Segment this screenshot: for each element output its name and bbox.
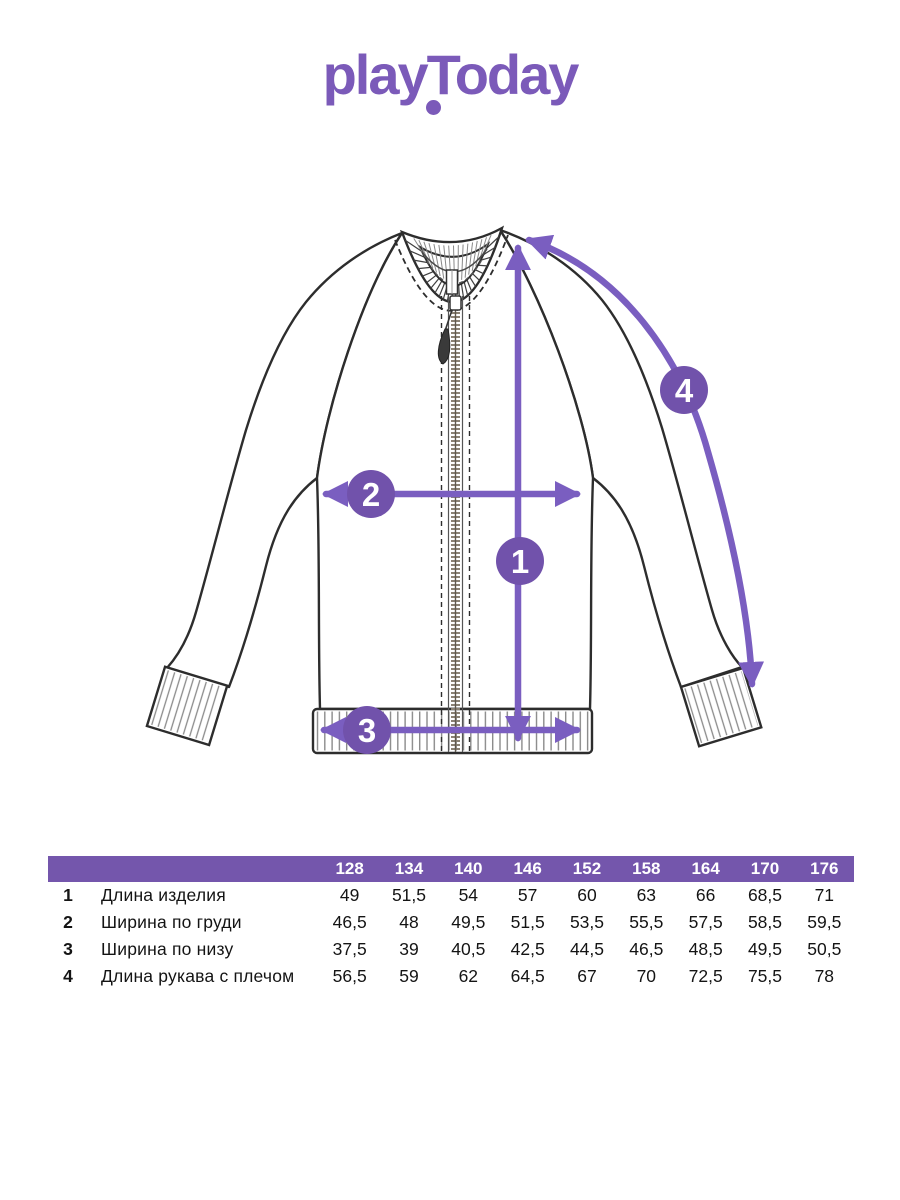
cell-value: 72,5 [688,966,723,986]
jacket-zipper [437,295,471,752]
cell-value: 68,5 [747,885,783,905]
cell-value: 58,5 [747,912,783,932]
size-column-header: 164 [691,859,720,878]
table-row: 1 Длина изделия 49 51,5 54 57 60 63 66 6… [48,882,854,909]
brand-logo-text: playToday [322,43,580,106]
cell-value: 63 [636,885,657,905]
cell-value: 71 [814,885,835,905]
cell-value: 48 [399,912,419,932]
cell-value: 53,5 [569,912,605,932]
cell-value: 59,5 [807,912,842,932]
row-number: 1 [63,885,73,905]
size-column-header: 152 [572,859,602,878]
cell-value: 62 [458,966,479,986]
cell-value: 59 [399,966,419,986]
brand-logo-dot-icon [426,99,441,115]
size-column-header: 140 [454,859,483,878]
cell-value: 51,5 [391,885,427,905]
cell-value: 70 [636,966,657,986]
cell-value: 55,5 [629,912,664,932]
size-column-header: 158 [632,859,661,878]
cell-value: 50,5 [807,939,842,959]
cell-value: 44,5 [569,939,605,959]
cell-value: 57 [517,885,538,905]
cell-value: 66 [695,885,716,905]
cell-value: 39 [399,939,419,959]
row-number: 2 [63,912,73,932]
cell-value: 78 [814,966,835,986]
marker-3-label: 3 [358,712,376,749]
marker-2-label: 2 [362,476,380,513]
cell-value: 49,5 [451,912,486,932]
cell-value: 49 [339,885,360,905]
marker-1-circle [496,537,544,585]
marker-3-circle [343,706,391,754]
logo-bar: playToday [0,43,900,115]
cell-value: 42,5 [510,939,545,959]
table-row: 4 Длина рукава с плечом 56,5 59 62 64,5 … [48,963,854,990]
cell-value: 57,5 [688,912,723,932]
size-column-header: 170 [750,859,780,878]
measurement-markers: 1 2 3 4 [343,366,708,754]
cell-value: 64,5 [510,966,545,986]
cell-value: 37,5 [332,939,367,959]
cell-value: 54 [458,885,479,905]
cell-value: 67 [577,966,597,986]
size-column-header: 146 [513,859,542,878]
cell-value: 40,5 [451,939,486,959]
zipper-slider [449,295,462,311]
marker-4-label: 4 [675,372,694,409]
cell-value: 51,5 [510,912,545,932]
table-row: 2 Ширина по груди 46,5 48 49,5 51,5 53,5… [48,909,854,936]
row-label: Длина рукава с плечом [101,966,295,986]
cell-value: 56,5 [332,966,367,986]
size-column-header: 128 [335,859,364,878]
size-column-header: 176 [810,859,839,878]
marker-1-label: 1 [511,543,529,580]
marker-2-circle [347,470,395,518]
table-row: 3 Ширина по низу 37,5 39 40,5 42,5 44,5 … [48,936,854,963]
size-column-header: 134 [394,859,424,878]
cell-value: 49,5 [747,939,783,959]
row-label: Ширина по низу [101,939,234,959]
marker-4-circle [660,366,708,414]
left-cuff [145,665,229,747]
zipper-pull [437,328,451,365]
cell-value: 48,5 [688,939,723,959]
row-label: Длина изделия [101,885,226,905]
brand-logo: playToday [322,43,580,115]
zipper-pull-link [444,309,453,332]
size-table: 128 134 140 146 152 158 164 170 176 1 Дл… [48,856,854,990]
cell-value: 75,5 [747,966,783,986]
cell-value: 46,5 [629,939,664,959]
cell-value: 60 [577,885,597,905]
row-label: Ширина по груди [101,912,242,932]
row-number: 3 [63,939,73,959]
row-number: 4 [63,966,73,986]
cell-value: 46,5 [332,912,367,932]
arrow-sleeve-length [525,234,765,688]
jacket-collar [394,225,509,312]
size-table-header: 128 134 140 146 152 158 164 170 176 [48,856,854,882]
